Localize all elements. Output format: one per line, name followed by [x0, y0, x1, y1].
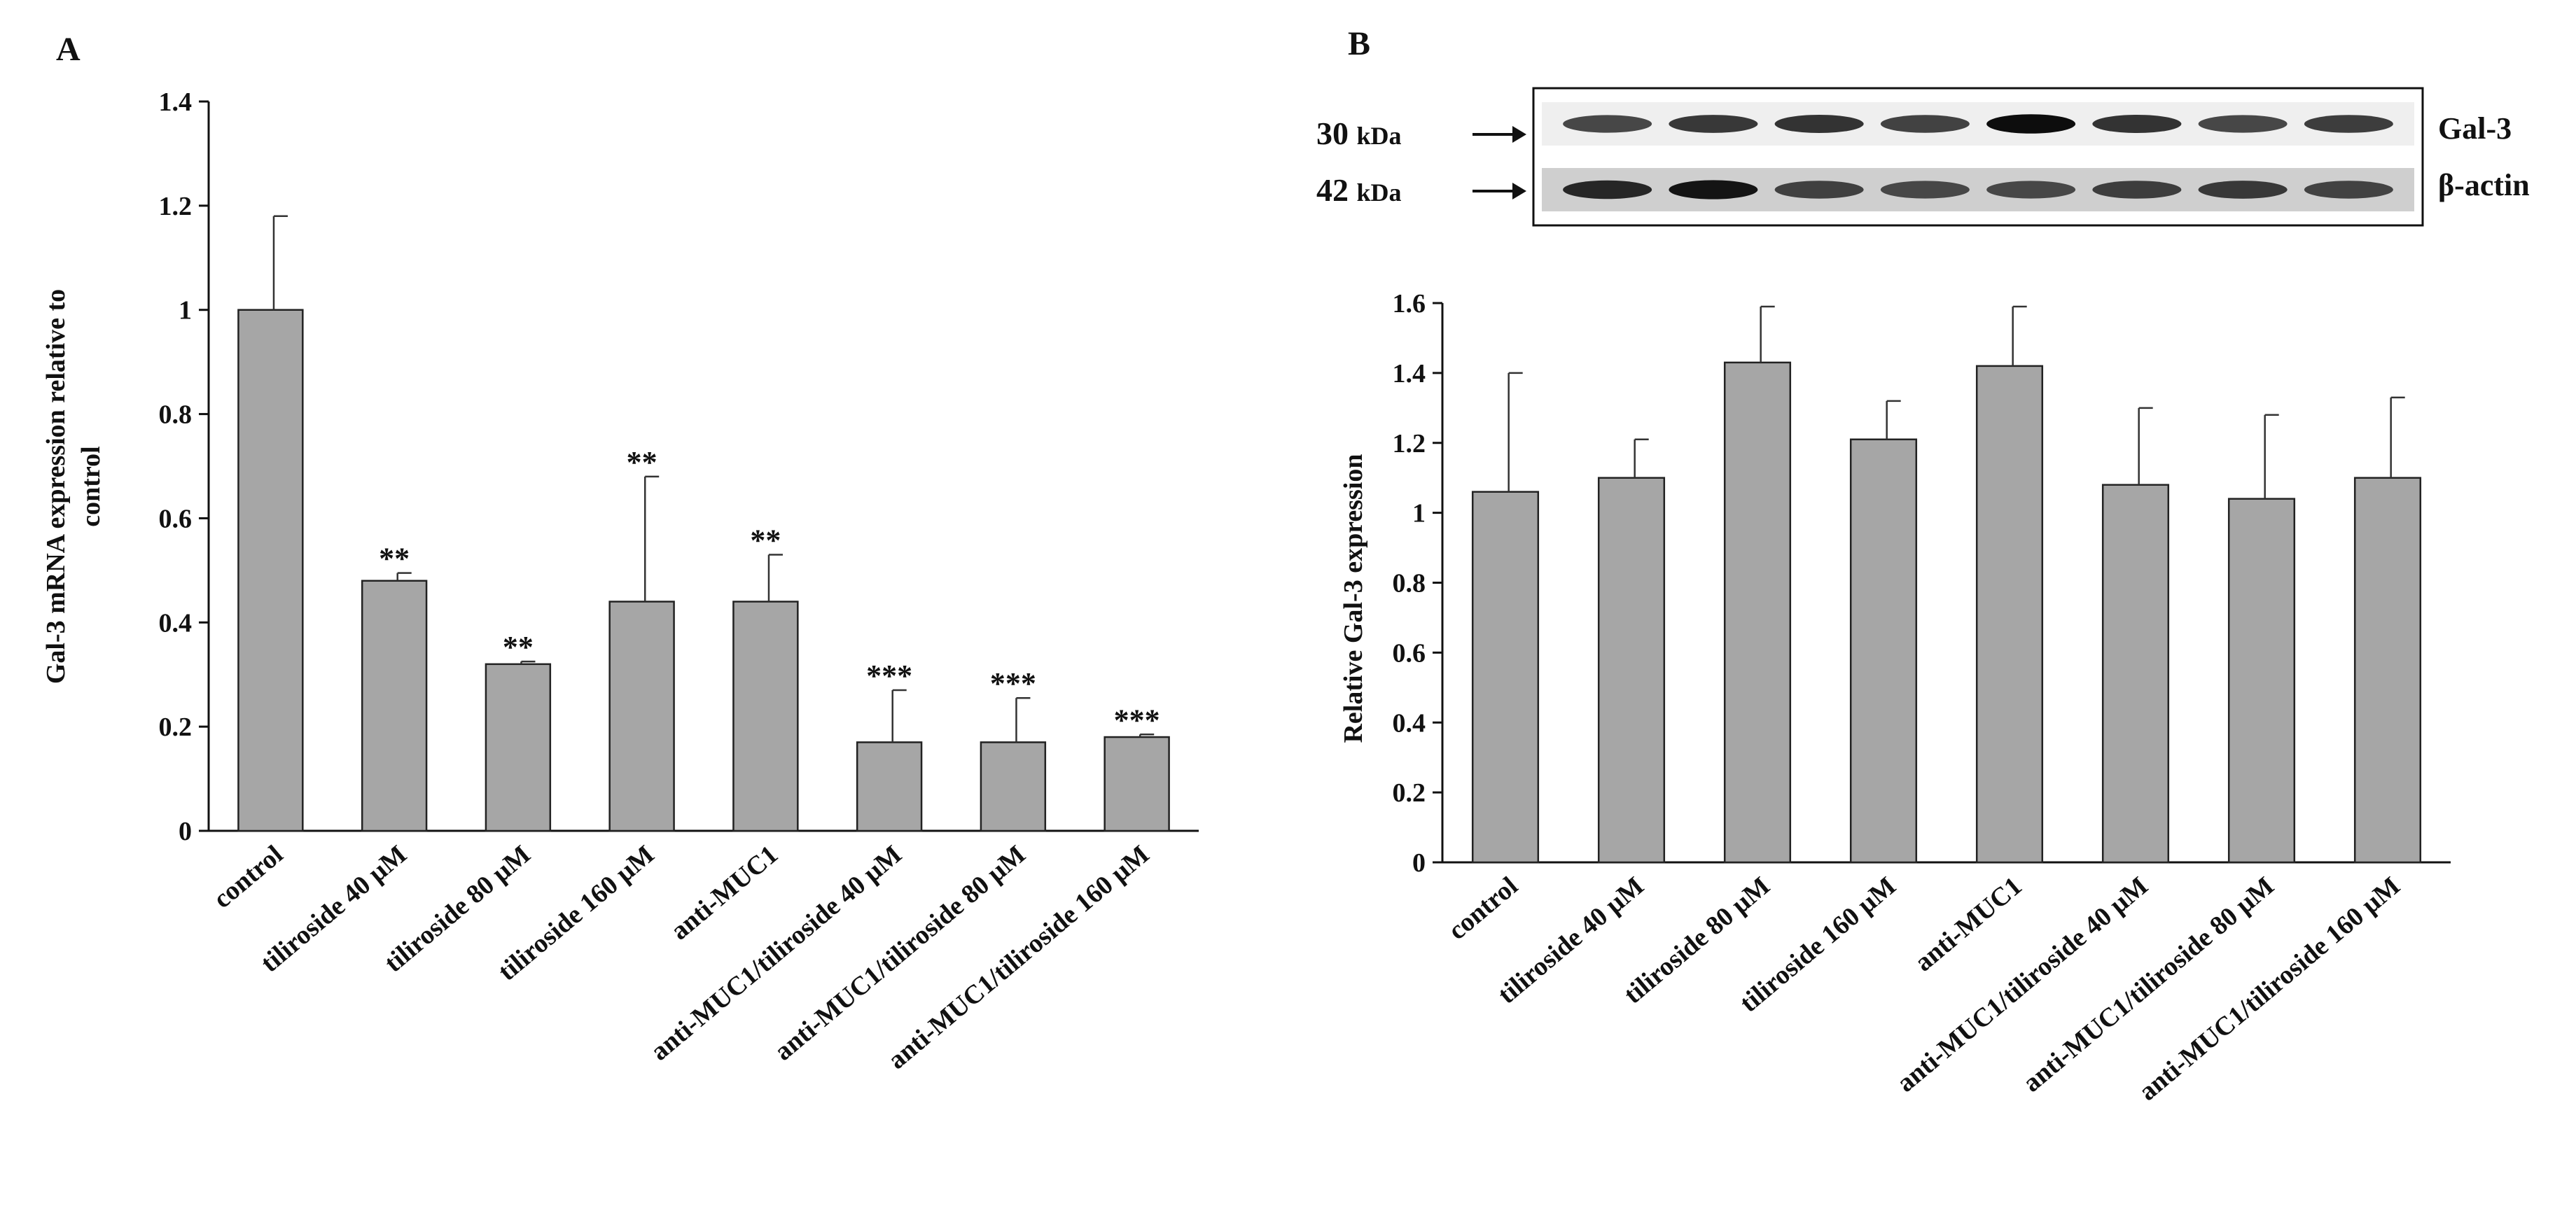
x-tick-label: anti-MUC1/tiliroside 80 µM — [769, 840, 1031, 1067]
band-protein-label: β-actin — [2438, 168, 2530, 202]
blot-band — [1669, 180, 1758, 199]
significance-label: ** — [503, 630, 534, 664]
bar — [1597, 477, 1666, 864]
bar — [1471, 491, 1540, 864]
bar — [485, 663, 552, 832]
y-tick-label: 0.2 — [1393, 778, 1426, 808]
bar — [1723, 361, 1792, 864]
y-tick-label: 1.6 — [1393, 289, 1426, 318]
significance-label: ** — [627, 445, 657, 479]
bar — [237, 309, 304, 832]
bar — [1103, 736, 1170, 832]
bar — [2227, 498, 2296, 864]
x-tick-label: anti-MUC1/tiliroside 160 µM — [882, 840, 1155, 1075]
y-tick-label: 0.2 — [159, 713, 193, 742]
y-tick-label: 0.6 — [159, 504, 193, 533]
bar — [2101, 484, 2170, 864]
bar — [2353, 477, 2422, 864]
blot-band — [1563, 115, 1652, 133]
significance-label: *** — [1114, 703, 1160, 737]
y-tick-label: 0.8 — [159, 400, 193, 430]
band-arrow-head — [1512, 183, 1526, 199]
bar — [980, 741, 1047, 832]
y-tick-label: 1.2 — [1393, 429, 1426, 458]
blot-band — [1774, 115, 1864, 133]
panel-a-ylabel-line2: control — [76, 446, 106, 526]
panel-b-label: B — [1348, 25, 1370, 62]
significance-label: *** — [866, 659, 912, 693]
band-arrow-head — [1512, 126, 1526, 143]
panel-a-chart: 00.20.40.60.811.21.4control**tiliroside … — [159, 87, 1199, 1075]
bar — [608, 601, 675, 832]
blot-band — [1774, 181, 1864, 199]
blot-band — [1880, 115, 1970, 133]
panel-a-label: A — [56, 31, 81, 68]
band-size-label: 42 kDa — [1316, 172, 1402, 208]
x-tick-label: anti-MUC1/tiliroside 80 µM — [2017, 871, 2280, 1098]
y-tick-label: 1.2 — [159, 192, 193, 221]
x-tick-label: anti-MUC1 — [1909, 871, 2027, 978]
y-tick-label: 1.4 — [1393, 359, 1426, 388]
western-blot: 30 kDa Gal-3 42 kDa β-actin — [1316, 87, 2530, 227]
blot-band — [2092, 181, 2182, 199]
y-tick-label: 0 — [179, 817, 192, 846]
blot-band — [1986, 181, 2076, 199]
y-tick-label: 0.8 — [1393, 569, 1426, 598]
y-tick-label: 0.4 — [159, 608, 193, 638]
blot-band — [2198, 181, 2288, 199]
x-tick-label: anti-MUC1/tiliroside 40 µM — [1891, 871, 2154, 1098]
y-tick-label: 0.6 — [1393, 638, 1426, 668]
y-tick-label: 0 — [1412, 848, 1426, 878]
blot-band — [2198, 115, 2288, 133]
significance-label: ** — [750, 524, 781, 558]
bar — [732, 601, 799, 832]
band-size-label: 30 kDa — [1316, 115, 1402, 151]
x-tick-label: anti-MUC1/tiliroside 40 µM — [645, 840, 907, 1067]
bar — [856, 741, 923, 832]
blot-band — [2304, 181, 2393, 199]
panel-b-ylabel: Relative Gal-3 expression — [1339, 454, 1368, 743]
blot-band — [1669, 115, 1758, 133]
blot-band — [1880, 181, 1970, 199]
bar — [1849, 438, 1918, 864]
blot-band — [2304, 115, 2393, 133]
y-tick-label: 0.4 — [1393, 708, 1426, 738]
x-tick-label: anti-MUC1/tiliroside 160 µM — [2133, 871, 2406, 1107]
band-protein-label: Gal-3 — [2438, 111, 2512, 146]
blot-band — [2092, 115, 2182, 133]
y-tick-label: 1 — [1412, 499, 1426, 528]
x-tick-label: control — [208, 840, 288, 914]
y-tick-label: 1.4 — [159, 87, 193, 117]
panel-b-chart: 00.20.40.60.811.21.41.6controltiliroside… — [1393, 289, 2451, 1107]
bar — [1975, 365, 2044, 864]
blot-band — [1563, 180, 1652, 199]
blot-band — [1986, 114, 2076, 134]
panel-a-ylabel-line1: Gal-3 mRNA expression relative to — [41, 289, 71, 684]
significance-label: ** — [379, 542, 410, 576]
x-tick-label: control — [1442, 871, 1523, 946]
y-tick-label: 1 — [179, 296, 192, 325]
x-tick-label: anti-MUC1 — [665, 840, 784, 946]
bar — [361, 580, 428, 832]
significance-label: *** — [990, 666, 1036, 701]
